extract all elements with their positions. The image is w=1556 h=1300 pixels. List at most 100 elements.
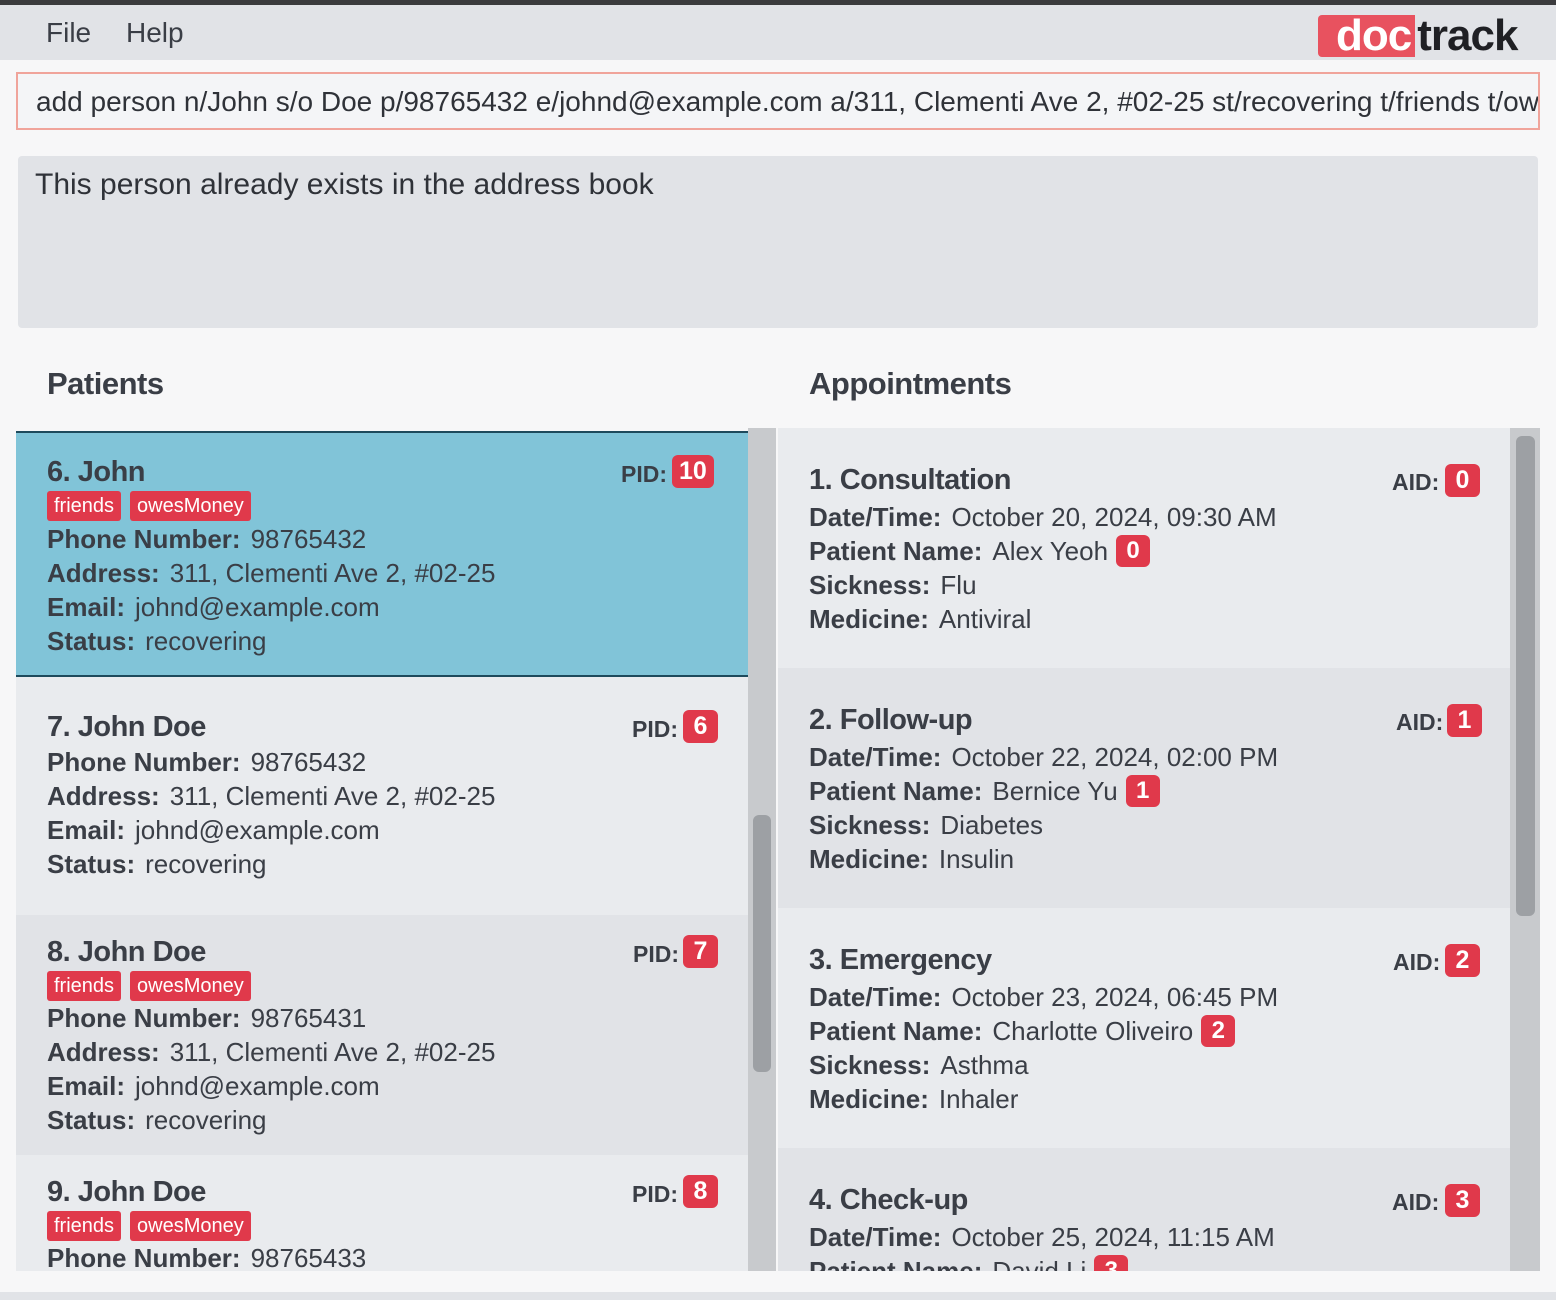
- tag-badge: owesMoney: [130, 971, 251, 1001]
- status-label: Status:: [47, 849, 136, 879]
- appointment-title: 4. Check-up: [809, 1184, 968, 1216]
- patient-id-badge: 1: [1125, 775, 1160, 808]
- appointments-panel-title: Appointments: [809, 366, 1012, 401]
- appointment-title: 1. Consultation: [809, 464, 1011, 496]
- window-top-border: [0, 0, 1556, 5]
- datetime-label: Date/Time:: [809, 1222, 942, 1252]
- patient-name-field: Patient Name: Alex Yeoh 0: [809, 535, 1151, 569]
- aid-badge: 2: [1445, 944, 1480, 977]
- tag-badge: friends: [47, 971, 122, 1001]
- result-display: This person already exists in the addres…: [18, 156, 1538, 328]
- pid-badge: 6: [683, 710, 718, 743]
- datetime-field: Date/Time: October 25, 2024, 11:15 AM: [809, 1222, 1275, 1253]
- status-field: Status: recovering: [47, 626, 267, 657]
- status-value: recovering: [145, 849, 267, 879]
- datetime-label: Date/Time:: [809, 502, 942, 532]
- file-menu[interactable]: File: [46, 17, 92, 48]
- address-field: Address: 311, Clementi Ave 2, #02-25: [47, 1037, 495, 1068]
- sickness-value: Asthma: [940, 1050, 1029, 1080]
- medicine-value: Inhaler: [938, 1084, 1019, 1114]
- medicine-label: Medicine:: [809, 604, 929, 634]
- tag-badge: friends: [47, 1211, 122, 1241]
- appointment-card[interactable]: 2. Follow-up AID: 1 Date/Time: October 22…: [778, 668, 1510, 908]
- status-field: Status: recovering: [47, 1105, 267, 1136]
- patient-card[interactable]: 6. John PID: 10 friends owesMoney Phone …: [16, 431, 748, 677]
- pid-badge: 10: [672, 455, 714, 488]
- patient-list-scroll-thumb[interactable]: [753, 815, 771, 1072]
- patient-list-scrollbar[interactable]: [748, 428, 776, 1271]
- patient-name-label: Patient Name:: [809, 536, 983, 566]
- status-bar: [0, 1292, 1556, 1300]
- patient-name-value: Charlotte Oliveiro: [992, 1016, 1194, 1046]
- command-input[interactable]: add person n/John s/o Doe p/98765432 e/j…: [36, 86, 1540, 117]
- aid-badge: 0: [1445, 464, 1480, 497]
- appointment-list-scroll-thumb[interactable]: [1516, 436, 1535, 916]
- aid-label: AID:: [1392, 469, 1440, 495]
- status-label: Status:: [47, 626, 136, 656]
- datetime-value: October 25, 2024, 11:15 AM: [951, 1222, 1275, 1252]
- phone-field: Phone Number: 98765433: [47, 1243, 366, 1271]
- patient-id-badge: 2: [1201, 1015, 1236, 1048]
- email-label: Email:: [47, 815, 126, 845]
- address-label: Address:: [47, 1037, 160, 1067]
- phone-field: Phone Number: 98765432: [47, 747, 366, 778]
- patient-name-field: Patient Name: David Li 3: [809, 1255, 1129, 1271]
- patient-name: 9. John Doe: [47, 1176, 206, 1208]
- address-value: 311, Clementi Ave 2, #02-25: [169, 1037, 496, 1067]
- logo-part-doc: doc: [1318, 14, 1416, 58]
- pid-label: PID:: [621, 461, 667, 487]
- datetime-field: Date/Time: October 23, 2024, 06:45 PM: [809, 982, 1278, 1013]
- address-label: Address:: [47, 781, 160, 811]
- patient-card[interactable]: 8. John Doe PID: 7 friends owesMoney Pho…: [16, 915, 748, 1155]
- result-message: This person already exists in the addres…: [35, 168, 654, 201]
- sickness-field: Sickness: Diabetes: [809, 810, 1043, 841]
- patient-name-field: Patient Name: Charlotte Oliveiro 2: [809, 1015, 1236, 1049]
- appointment-card[interactable]: 1. Consultation AID: 0 Date/Time: October…: [778, 428, 1510, 668]
- patient-list[interactable]: 6. John PID: 10 friends owesMoney Phone …: [16, 428, 776, 1271]
- datetime-label: Date/Time:: [809, 742, 942, 772]
- sickness-label: Sickness:: [809, 570, 931, 600]
- address-label: Address:: [47, 558, 160, 588]
- app-logo: doc track: [1318, 14, 1518, 58]
- command-box[interactable]: add person n/John s/o Doe p/98765432 e/j…: [16, 72, 1540, 130]
- patient-name-label: Patient Name:: [809, 1256, 983, 1271]
- phone-value: 98765432: [250, 747, 367, 777]
- status-value: recovering: [145, 1105, 267, 1135]
- menu-bar: File Help doc track: [0, 5, 1556, 60]
- medicine-field: Medicine: Antiviral: [809, 604, 1031, 635]
- address-field: Address: 311, Clementi Ave 2, #02-25: [47, 558, 495, 589]
- datetime-field: Date/Time: October 22, 2024, 02:00 PM: [809, 742, 1278, 773]
- appointment-list-scrollbar[interactable]: [1510, 428, 1540, 1271]
- datetime-label: Date/Time:: [809, 982, 942, 1012]
- patient-name: 6. John: [47, 456, 146, 488]
- address-value: 311, Clementi Ave 2, #02-25: [169, 558, 496, 588]
- sickness-label: Sickness:: [809, 1050, 931, 1080]
- phone-field: Phone Number: 98765431: [47, 1003, 366, 1034]
- appointment-title: 3. Emergency: [809, 944, 992, 976]
- pid-badge: 8: [683, 1175, 718, 1208]
- appointment-title: 2. Follow-up: [809, 704, 973, 736]
- pid-badge: 7: [683, 935, 718, 968]
- patient-card[interactable]: 7. John Doe PID: 6 Phone Number: 98765432…: [16, 677, 748, 915]
- patient-name-field: Patient Name: Bernice Yu 1: [809, 775, 1160, 809]
- medicine-field: Medicine: Insulin: [809, 844, 1014, 875]
- patient-card[interactable]: 9. John Doe PID: 8 friends owesMoney Pho…: [16, 1155, 748, 1271]
- aid-label: AID:: [1396, 709, 1444, 735]
- appointment-card[interactable]: 3. Emergency AID: 2 Date/Time: October 23…: [778, 908, 1510, 1148]
- email-value: johnd@example.com: [135, 1071, 380, 1101]
- appointment-card[interactable]: 4. Check-up AID: 3 Date/Time: October 25,…: [778, 1148, 1510, 1271]
- appointment-list[interactable]: 1. Consultation AID: 0 Date/Time: October…: [778, 428, 1540, 1271]
- patient-name-value: Alex Yeoh: [992, 536, 1109, 566]
- datetime-field: Date/Time: October 20, 2024, 09:30 AM: [809, 502, 1277, 533]
- medicine-value: Antiviral: [938, 604, 1032, 634]
- datetime-value: October 23, 2024, 06:45 PM: [951, 982, 1279, 1012]
- help-menu[interactable]: Help: [126, 17, 184, 48]
- patient-name-label: Patient Name:: [809, 776, 983, 806]
- patient-name-label: Patient Name:: [809, 1016, 983, 1046]
- aid-badge: 3: [1445, 1184, 1480, 1217]
- patient-name-value: Bernice Yu: [992, 776, 1118, 806]
- tag-badge: owesMoney: [130, 491, 251, 521]
- sickness-field: Sickness: Flu: [809, 570, 977, 601]
- patient-name-value: David Li: [992, 1256, 1087, 1271]
- patient-name: 8. John Doe: [47, 936, 206, 968]
